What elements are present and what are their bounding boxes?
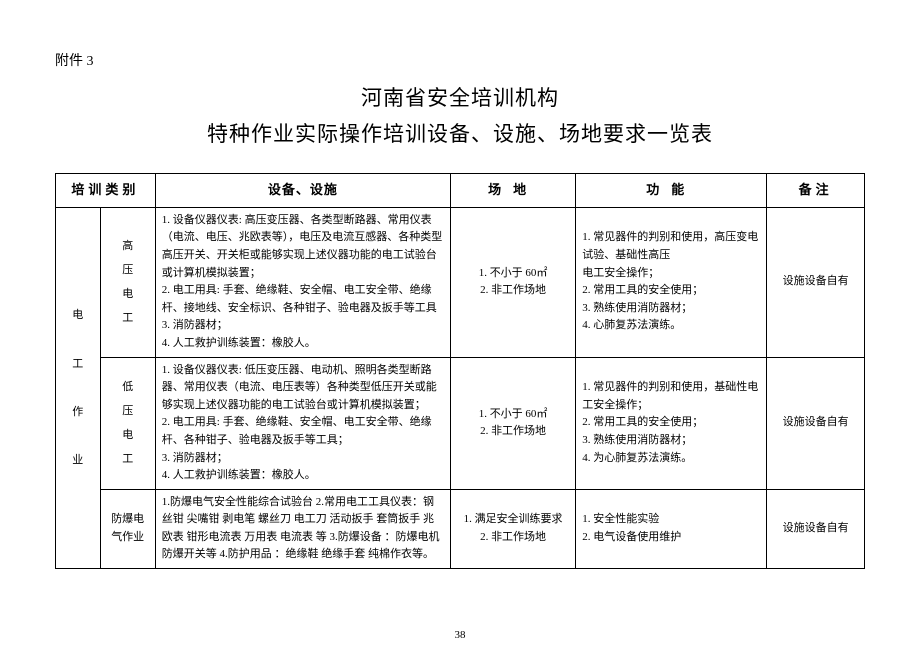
title-line2: 特种作业实际操作培训设备、设施、场地要求一览表 (55, 118, 865, 148)
table-row: 电 工 作 业 高压电工 1. 设备仪器仪表: 高压变压器、各类型断路器、常用仪… (56, 207, 865, 357)
cell-site-highv: 1. 不小于 60㎡2. 非工作场地 (450, 207, 575, 357)
cell-func-lowv: 1. 常见器件的判别和使用，基础性电工安全操作；2. 常用工具的安全使用；3. … (576, 357, 767, 489)
cell-site-lowv: 1. 不小于 60㎡2. 非工作场地 (450, 357, 575, 489)
table-row: 防爆电气作业 1.防爆电气安全性能综合试验台 2.常用电工工具仪表：钢丝钳 尖嘴… (56, 489, 865, 568)
cell-cat2-explo: 防爆电气作业 (100, 489, 155, 568)
requirements-table: 培训类别 设备、设施 场地 功能 备注 电 工 作 业 高压电工 1. 设备仪器… (55, 173, 865, 569)
table-row: 低压电工 1. 设备仪器仪表: 低压变压器、电动机、照明各类型断路器、常用仪表（… (56, 357, 865, 489)
cell-cat2-lowv: 低压电工 (100, 357, 155, 489)
cell-equip-highv: 1. 设备仪器仪表: 高压变压器、各类型断路器、常用仪表（电流、电压、兆欧表等）… (155, 207, 450, 357)
header-site: 场地 (450, 174, 575, 208)
cell-cat1-elec: 电 工 作 业 (56, 207, 101, 568)
cell-equip-explo: 1.防爆电气安全性能综合试验台 2.常用电工工具仪表：钢丝钳 尖嘴钳 剥电笔 螺… (155, 489, 450, 568)
cell-note-highv: 设施设备自有 (767, 207, 865, 357)
cell-site-explo: 1. 满足安全训练要求2. 非工作场地 (450, 489, 575, 568)
cell-note-explo: 设施设备自有 (767, 489, 865, 568)
cell-func-highv: 1. 常见器件的判别和使用，高压变电试验、基础性高压电工安全操作；2. 常用工具… (576, 207, 767, 357)
header-equipment: 设备、设施 (155, 174, 450, 208)
cell-func-explo: 1. 安全性能实验2. 电气设备使用维护 (576, 489, 767, 568)
cell-note-lowv: 设施设备自有 (767, 357, 865, 489)
title-line1: 河南省安全培训机构 (55, 82, 865, 112)
header-note: 备注 (767, 174, 865, 208)
attachment-label: 附件 3 (55, 50, 865, 70)
header-category: 培训类别 (56, 174, 156, 208)
header-function: 功能 (576, 174, 767, 208)
title-block: 河南省安全培训机构 特种作业实际操作培训设备、设施、场地要求一览表 (55, 82, 865, 148)
page-number: 38 (0, 629, 920, 641)
cell-equip-lowv: 1. 设备仪器仪表: 低压变压器、电动机、照明各类型断路器、常用仪表（电流、电压… (155, 357, 450, 489)
cell-cat2-highv: 高压电工 (100, 207, 155, 357)
table-header-row: 培训类别 设备、设施 场地 功能 备注 (56, 174, 865, 208)
